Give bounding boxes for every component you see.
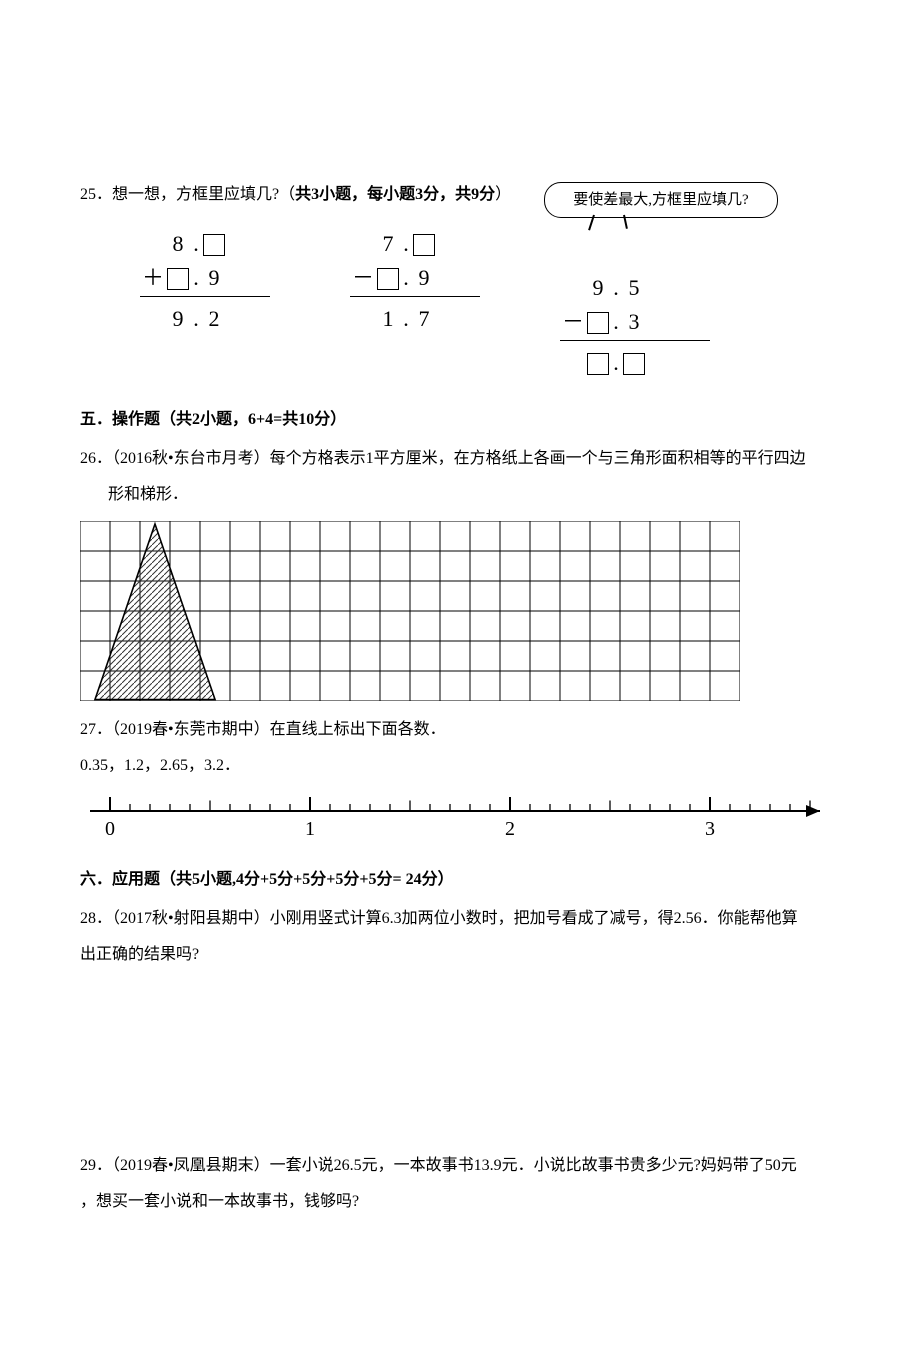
q25-p2: 7. －.9 1.7 [350,226,500,379]
q27-numberline-svg: 0 1 2 3 [80,787,850,849]
q27-values: 0.35，1.2，2.65，3.2． [80,751,840,781]
q26-stem-line2: 形和梯形． [80,480,840,510]
q25-callout: 要使差最大,方框里应填几? [544,182,778,218]
blank-box [167,268,189,290]
blank-box [587,353,609,375]
q25-problems: 8. ＋.9 9.2 7. －.9 1.7 要使差最大,方框里应填几? 9.5 … [140,226,840,379]
q25-stem-a: 25．想一想，方框里应填几?（ [80,186,295,203]
blank-box [203,234,225,256]
section-6-title: 六．应用题（共5小题,4分+5分+5分+5分+5分= 24分） [80,865,840,895]
q25-callout-text: 要使差最大,方框里应填几? [573,192,748,208]
blank-box [587,312,609,334]
q26-stem-line1: 26．（2016秋•东台市月考）每个方格表示1平方厘米，在方格纸上各画一个与三角… [80,444,840,474]
q26-grid-svg [80,521,740,701]
q29-line1: 29．（2019春•凤凰县期末）一套小说26.5元，一本故事书13.9元．小说比… [80,1151,840,1181]
blank-box [377,268,399,290]
q27-stem: 27．（2019春•东莞市期中）在直线上标出下面各数． [80,715,840,745]
svg-text:3: 3 [705,818,715,840]
minus-sign: － [560,301,586,343]
svg-text:2: 2 [505,818,515,840]
q25-p3: 要使差最大,方框里应填几? 9.5 －.3 . [560,226,770,379]
q25-p1: 8. ＋.9 9.2 [140,226,290,379]
q29-line2: ，想买一套小说和一本故事书，钱够吗? [80,1187,840,1217]
section-5-title: 五．操作题（共2小题，6+4=共10分） [80,405,840,435]
plus-sign: ＋ [140,257,166,299]
q25-stem-c: ） [495,186,511,203]
minus-sign: － [350,257,376,299]
q26-grid [80,521,740,701]
q25-stem-b: 共3小题，每小题3分，共9分 [295,186,495,203]
blank-box [623,353,645,375]
q28-line1: 28．（2017秋•射阳县期中）小刚用竖式计算6.3加两位小数时，把加号看成了减… [80,904,840,934]
q27-numberline: 0 1 2 3 [80,787,840,849]
q28-line2: 出正确的结果吗? [80,940,840,970]
blank-box [413,234,435,256]
svg-text:0: 0 [105,818,115,840]
svg-text:1: 1 [305,818,315,840]
